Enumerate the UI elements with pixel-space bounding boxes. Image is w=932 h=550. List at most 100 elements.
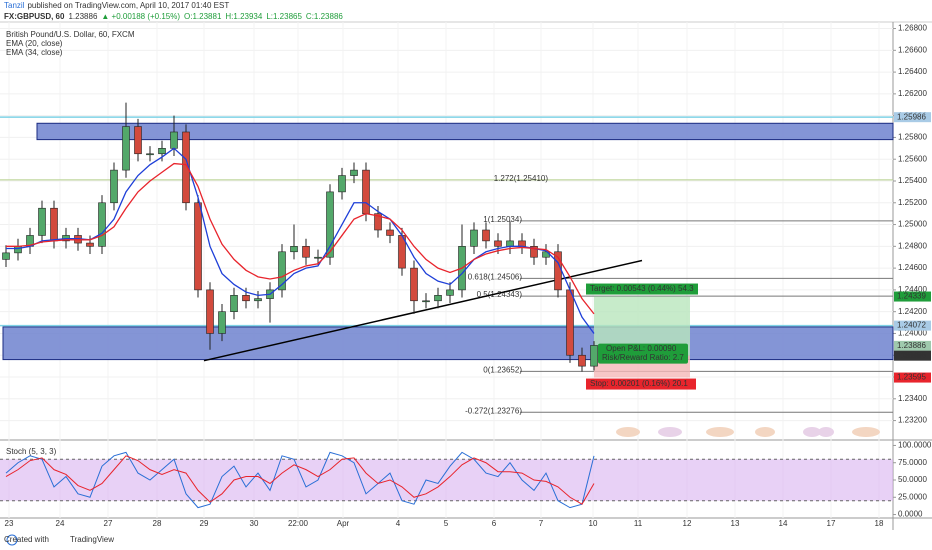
candle-body [182, 131, 190, 204]
x-tick-label: 4 [396, 519, 401, 528]
x-tick-label: 29 [200, 519, 209, 528]
stoch-title: Stoch (5, 3, 3) [6, 447, 57, 456]
y-tick-label: 1.24000 [898, 329, 927, 338]
candle-body [386, 229, 394, 236]
candle-body [86, 242, 94, 247]
candle-body [338, 175, 346, 193]
x-tick-label: 22:00 [288, 519, 309, 528]
x-tick-label: 23 [5, 519, 14, 528]
x-tick-label: 6 [492, 519, 497, 528]
zone [2, 326, 894, 361]
x-tick-label: 24 [56, 519, 65, 528]
candle-body [566, 289, 574, 356]
y-tick-label: 1.25200 [898, 198, 927, 207]
y-tick-label: 1.24200 [898, 307, 927, 316]
low: L:1.23865 [266, 12, 302, 21]
x-tick-label: 11 [634, 519, 643, 528]
candle-body [446, 289, 454, 296]
candle-body [218, 311, 226, 334]
rr-label: Risk/Reward Ratio: 2.7 [602, 353, 684, 362]
price-badge [894, 350, 931, 361]
zone [36, 122, 894, 141]
y-tick-label: 1.24400 [898, 285, 927, 294]
header-line-2: FX:GBPUSD, 60 1.23886 ▲ +0.00188 (+0.15%) O… [4, 12, 343, 21]
event-icon [706, 427, 734, 437]
last: 1.23886 [68, 12, 97, 21]
fib-label: -0.272(1.23276) [465, 406, 522, 415]
price-badge-label: 1.23886 [897, 341, 926, 350]
y-tick-label: 1.23400 [898, 394, 927, 403]
price-badge-label: 1.24072 [897, 321, 926, 330]
x-tick-label: 28 [153, 519, 162, 528]
y-tick-label: 1.25800 [898, 133, 927, 142]
stop-badge [586, 378, 696, 390]
price-badge [894, 112, 931, 123]
candle-body [374, 213, 382, 231]
event-icon [616, 427, 640, 437]
price-badge-label: 1.25986 [897, 112, 926, 121]
event-icon [755, 427, 775, 437]
x-tick-label: 5 [444, 519, 449, 528]
x-tick-label: Apr [337, 519, 350, 528]
fib-label: 0(1.23652) [483, 365, 522, 374]
candle-body [494, 240, 502, 247]
candle-body [506, 240, 514, 247]
candle-body [278, 251, 286, 291]
pnl-badge [598, 343, 688, 364]
price-badge-label: 1.24339 [897, 292, 926, 301]
stoch-line [5, 455, 595, 505]
legend-entry: EMA (34, close) [6, 48, 63, 57]
candle-body [242, 295, 250, 302]
candle-body [206, 289, 214, 334]
price-badge [894, 340, 931, 351]
candle-body [410, 267, 418, 302]
y-tick-label: 1.24800 [898, 241, 927, 250]
candle-body [482, 229, 490, 242]
legend-entry: EMA (20, close) [6, 39, 63, 48]
candle-body [530, 246, 538, 258]
x-tick-label: 17 [827, 519, 836, 528]
footer-created: Created with [4, 535, 49, 544]
event-icon [803, 427, 821, 437]
pnl-label: Open P&L: 0.00090 [606, 344, 677, 353]
x-tick-label: 27 [104, 519, 113, 528]
ema-line [6, 162, 595, 315]
stoch-tick-label: 75.0000 [898, 458, 927, 467]
candle-body [110, 169, 118, 204]
candle-body [422, 300, 430, 303]
stoch-tick-label: 25.0000 [898, 492, 927, 501]
stoch-tick-label: 50.0000 [898, 475, 927, 484]
x-tick-label: 10 [589, 519, 598, 528]
trendline [203, 259, 643, 362]
y-tick-label: 1.26400 [898, 67, 927, 76]
target-badge [586, 283, 698, 295]
published: published on TradingView.com, April 10, … [27, 1, 229, 10]
candle-body [350, 169, 358, 176]
candle-body [314, 256, 322, 259]
y-tick-label: 1.24600 [898, 263, 927, 272]
footer-brand: TradingView [70, 535, 114, 544]
target-label: Target: 0.00543 (0.44%) 54.3 [590, 284, 694, 293]
candle-body [146, 153, 154, 156]
fib-label: 1.272(1.25410) [494, 174, 549, 183]
candle-body [134, 126, 142, 155]
candle-body [2, 252, 10, 260]
candle-body [14, 246, 22, 254]
ema-line [6, 147, 595, 334]
y-tick-label: 1.23200 [898, 416, 927, 425]
y-tick-label: 1.25000 [898, 220, 927, 229]
header-line-1: Tanzil published on TradingView.com, Apri… [4, 1, 229, 10]
fib-label: 0.5(1.24343) [477, 290, 523, 299]
candle-body [470, 229, 478, 247]
y-tick-label: 1.26200 [898, 89, 927, 98]
x-tick-label: 18 [875, 519, 884, 528]
fib-label: 0.618(1.24506) [468, 272, 523, 281]
legend-entry: British Pound/U.S. Dollar, 60, FXCM [6, 30, 135, 39]
candle-body [590, 345, 598, 367]
y-tick-label: 1.25600 [898, 154, 927, 163]
open: O:1.23881 [184, 12, 222, 21]
candle-body [122, 126, 130, 171]
event-icon [818, 427, 834, 437]
candle-body [302, 246, 310, 258]
